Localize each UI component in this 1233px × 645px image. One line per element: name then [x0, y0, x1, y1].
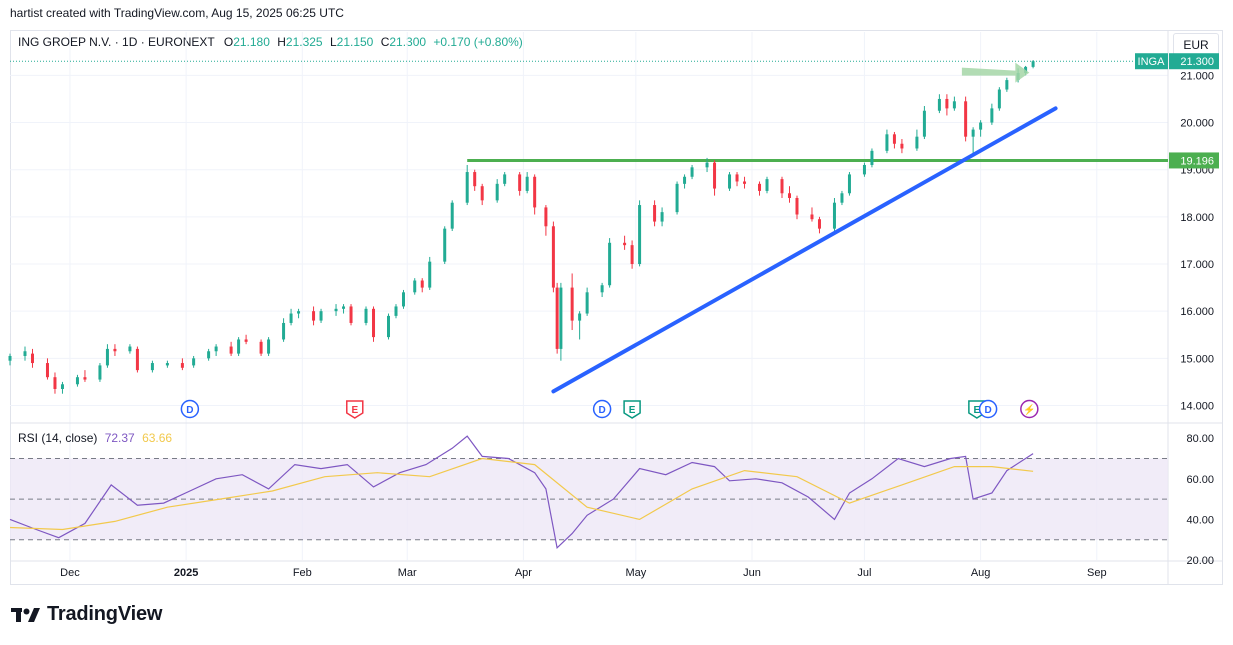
close-value: 21.300 — [389, 35, 427, 49]
close-label: C — [380, 35, 390, 49]
high-value: 21.325 — [285, 35, 323, 49]
symbol-legend: ING GROEP N.V. · 1D · EURONEXT O21.180 H… — [18, 35, 523, 49]
tradingview-logo[interactable]: TradingView — [11, 603, 162, 626]
chart-frame — [10, 30, 1223, 585]
rsi-label[interactable]: RSI (14, close) — [18, 431, 98, 445]
attribution-text: hartist created with TradingView.com, Au… — [10, 6, 344, 20]
rsi-legend: RSI (14, close) 72.37 63.66 — [18, 431, 172, 445]
open-value: 21.180 — [233, 35, 270, 49]
currency-button[interactable]: EUR — [1173, 33, 1219, 57]
open-label: O — [223, 35, 234, 49]
change-value: +0.170 (+0.80%) — [433, 35, 523, 49]
rsi-ma-value: 63.66 — [142, 431, 173, 445]
symbol-name[interactable]: ING GROEP N.V. · 1D · EURONEXT — [18, 35, 215, 49]
low-value: 21.150 — [336, 35, 374, 49]
tradingview-logo-icon — [11, 607, 40, 622]
high-label: H — [277, 35, 286, 49]
low-label: L — [329, 35, 337, 49]
rsi-value: 72.37 — [104, 431, 135, 445]
brand-name: TradingView — [47, 603, 163, 625]
